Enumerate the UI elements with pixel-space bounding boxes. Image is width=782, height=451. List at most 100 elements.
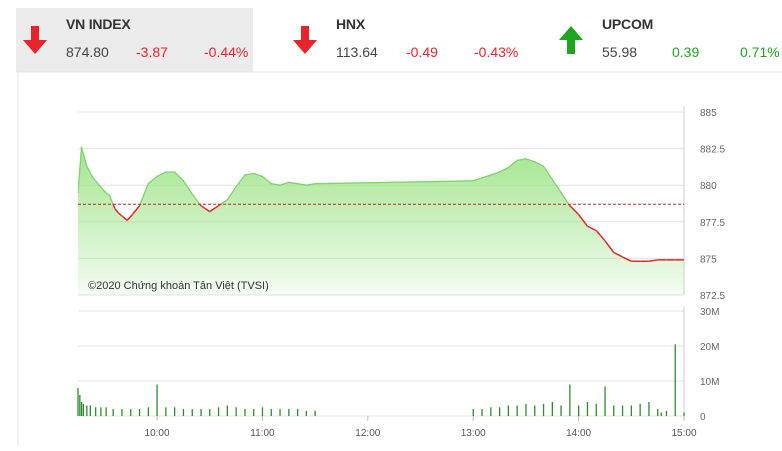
price-point bbox=[138, 205, 141, 207]
volume-bar bbox=[604, 386, 606, 417]
index-name: UPCOM bbox=[602, 16, 654, 32]
price-point bbox=[551, 178, 553, 180]
volume-bar bbox=[481, 409, 483, 416]
price-point bbox=[253, 172, 255, 175]
x-tick-label: 10:00 bbox=[145, 428, 170, 439]
index-card: UPCOM 55.98 0.39 0.71% bbox=[552, 8, 782, 72]
volume-bar bbox=[507, 405, 509, 416]
volume-bar bbox=[314, 410, 316, 417]
price-point bbox=[244, 174, 246, 176]
volume-bar bbox=[516, 405, 518, 416]
volume-bar bbox=[89, 405, 91, 416]
price-point bbox=[314, 183, 316, 185]
index-percent: -0.44% bbox=[204, 44, 249, 60]
price-point bbox=[472, 180, 474, 182]
price-point bbox=[288, 181, 290, 183]
price-point bbox=[131, 213, 134, 216]
price-point bbox=[279, 184, 281, 186]
volume-bar bbox=[621, 405, 624, 416]
volume-bar bbox=[490, 407, 492, 417]
volume-bar bbox=[660, 412, 662, 416]
price-point bbox=[77, 191, 79, 194]
volume-bar bbox=[525, 403, 527, 417]
price-point bbox=[560, 191, 562, 194]
volume-bar bbox=[182, 409, 185, 416]
index-card: VN INDEX 874.80 -3.87 -0.44% bbox=[16, 8, 253, 72]
volume-bar bbox=[121, 409, 123, 416]
volume-bar bbox=[209, 409, 211, 416]
price-point bbox=[578, 213, 580, 216]
volume-bar bbox=[200, 409, 202, 416]
volume-chart: 30M 20M 10M 0 10:00 11:00 12:00 13:00 14:00 15:00 bbox=[77, 307, 719, 439]
volume-bar bbox=[613, 405, 615, 416]
price-point bbox=[103, 190, 105, 192]
price-tick-label: 880 bbox=[700, 181, 717, 192]
volume-bar bbox=[156, 384, 158, 416]
price-point bbox=[165, 171, 167, 173]
volume-bar bbox=[95, 407, 97, 417]
price-point bbox=[174, 171, 176, 173]
index-value: 874.80 bbox=[66, 44, 109, 60]
index-value: 55.98 bbox=[602, 44, 638, 60]
x-tick-label: 12:00 bbox=[355, 428, 380, 439]
volume-tick-label: 0 bbox=[700, 412, 706, 423]
volume-tick-label: 30M bbox=[700, 307, 719, 318]
price-point bbox=[674, 259, 676, 261]
price-point bbox=[121, 215, 123, 217]
price-point bbox=[297, 183, 299, 185]
price-tick-label: 877.5 bbox=[700, 218, 725, 229]
price-point bbox=[209, 211, 211, 213]
price-point bbox=[98, 184, 100, 186]
volume-bar bbox=[79, 395, 81, 416]
volume-bar bbox=[235, 407, 237, 417]
price-point bbox=[126, 219, 128, 221]
price-point bbox=[80, 146, 83, 148]
volume-bar bbox=[534, 405, 536, 416]
volume-bar bbox=[288, 409, 290, 416]
price-tick-label: 872.5 bbox=[700, 291, 725, 302]
price-point bbox=[235, 186, 237, 188]
x-tick-label: 14:00 bbox=[566, 428, 591, 439]
price-chart: 885 882.5 880 877.5 875 872.5 bbox=[77, 106, 725, 302]
price-point bbox=[648, 260, 650, 262]
index-change: -0.49 bbox=[406, 44, 438, 60]
price-point bbox=[499, 171, 501, 173]
volume-bar bbox=[226, 405, 228, 416]
price-tick-label: 885 bbox=[700, 108, 717, 119]
volume-bar bbox=[112, 409, 114, 416]
price-line-below bbox=[112, 204, 684, 263]
volume-bar bbox=[499, 407, 501, 417]
price-point bbox=[534, 161, 536, 163]
price-area bbox=[78, 147, 684, 295]
price-point bbox=[490, 174, 492, 176]
volume-bar bbox=[165, 407, 167, 417]
price-point bbox=[586, 225, 589, 227]
price-point bbox=[613, 251, 615, 254]
price-point bbox=[86, 165, 88, 167]
price-tick-label: 875 bbox=[700, 254, 717, 265]
volume-bar bbox=[82, 403, 84, 417]
volume-bar bbox=[639, 403, 641, 417]
volume-tick-label: 20M bbox=[700, 342, 719, 353]
volume-bar bbox=[683, 412, 685, 416]
volume-bar bbox=[560, 405, 562, 416]
volume-bar bbox=[130, 409, 132, 416]
volume-bar bbox=[551, 402, 553, 416]
price-point bbox=[182, 180, 184, 182]
volume-tick-label: 10M bbox=[700, 377, 719, 388]
price-point bbox=[481, 177, 483, 179]
x-tick-label: 13:00 bbox=[461, 428, 486, 439]
index-header: VN INDEX 874.80 -3.87 -0.44% HNX 113.64 -0.49 -… bbox=[0, 0, 782, 72]
price-point bbox=[200, 205, 202, 207]
volume-bar bbox=[630, 405, 632, 416]
price-point bbox=[595, 230, 597, 232]
price-point bbox=[542, 165, 545, 167]
price-point bbox=[657, 259, 659, 261]
price-point bbox=[525, 158, 527, 160]
price-point bbox=[117, 212, 119, 214]
volume-bar bbox=[217, 407, 220, 417]
index-change: 0.39 bbox=[672, 44, 700, 60]
price-point bbox=[147, 183, 149, 185]
price-point bbox=[569, 205, 571, 207]
